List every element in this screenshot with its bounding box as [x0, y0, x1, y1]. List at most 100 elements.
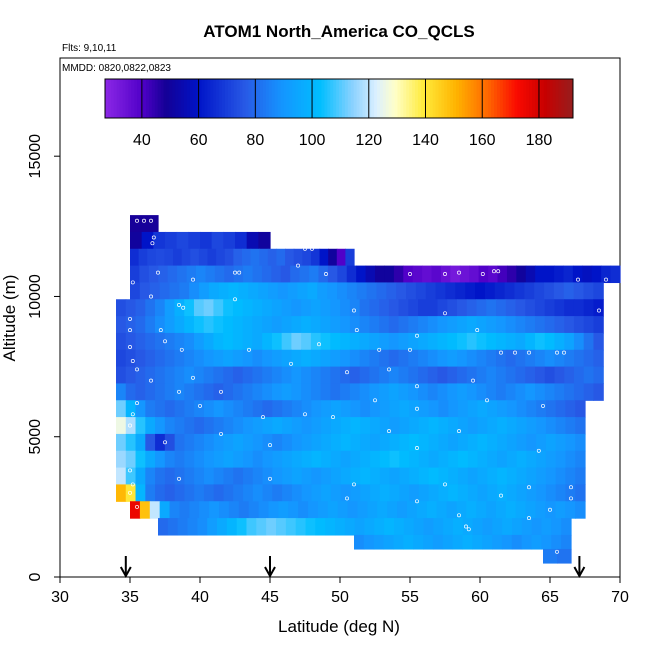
- heatmap-cell: [194, 484, 205, 502]
- heatmap-cell: [379, 349, 390, 368]
- heatmap-cell: [466, 299, 478, 317]
- heatmap-cell: [153, 231, 166, 250]
- heatmap-cell: [299, 265, 310, 284]
- heatmap-cell: [398, 316, 409, 334]
- colorbar-tick-label: 180: [526, 132, 553, 149]
- colorbar-segment: [537, 79, 542, 118]
- heatmap-cell: [436, 501, 448, 519]
- colorbar-segment: [178, 79, 182, 118]
- x-tick-label: 60: [471, 589, 489, 606]
- heatmap-cell: [297, 282, 309, 300]
- heatmap-cell: [593, 299, 604, 317]
- heatmap-cell: [412, 265, 423, 284]
- heatmap-cell: [155, 400, 166, 418]
- heatmap-cell: [448, 467, 459, 486]
- heatmap-cell: [573, 332, 585, 351]
- sample-point: [480, 272, 485, 276]
- colorbar-segment: [385, 79, 390, 118]
- heatmap-cell: [203, 433, 215, 452]
- colorbar-segment: [277, 79, 281, 118]
- heatmap-cell: [213, 433, 225, 452]
- colorbar-segment: [148, 79, 153, 118]
- colorbar-segment: [137, 79, 141, 118]
- heatmap-cell: [116, 450, 127, 469]
- heatmap-cell: [213, 299, 224, 317]
- colorbar-segment: [438, 79, 442, 118]
- heatmap-cell: [281, 366, 292, 385]
- heatmap-cell: [535, 265, 546, 284]
- heatmap-cell: [496, 383, 507, 401]
- heatmap-cell: [285, 518, 297, 536]
- heatmap-cell: [370, 450, 381, 469]
- colorbar-segment: [309, 79, 314, 118]
- heatmap-cell: [203, 400, 215, 418]
- heatmap-cell: [125, 450, 137, 469]
- heatmap-cell: [497, 467, 508, 486]
- heatmap-cell: [135, 349, 146, 368]
- heatmap-cell: [457, 383, 468, 401]
- sample-point: [389, 249, 394, 254]
- colorbar-segment: [183, 79, 188, 118]
- heatmap-cell: [565, 433, 576, 452]
- heatmap-cell: [349, 366, 361, 385]
- heatmap-cell: [399, 484, 410, 502]
- heatmap-cell: [203, 299, 215, 317]
- heatmap-cell: [295, 518, 307, 536]
- heatmap-cell: [125, 467, 137, 486]
- heatmap-cell: [486, 349, 497, 368]
- heatmap-cell: [291, 450, 303, 469]
- heatmap-cell: [349, 332, 361, 351]
- heatmap-cell: [125, 366, 137, 385]
- heatmap-cell: [457, 299, 468, 317]
- sample-point: [464, 524, 468, 529]
- heatmap-cell: [318, 265, 329, 284]
- heatmap-cell: [418, 366, 429, 385]
- colorbar-segment: [327, 79, 331, 118]
- sample-point: [303, 412, 307, 417]
- colorbar-segment: [330, 79, 334, 118]
- heatmap-cell: [310, 332, 322, 351]
- heatmap-cell: [310, 349, 322, 368]
- heatmap-cell: [477, 484, 488, 502]
- heatmap-cell: [525, 501, 537, 519]
- colorbar-segment: [198, 79, 203, 118]
- heatmap-cell: [272, 417, 283, 435]
- colorbar-segment: [145, 79, 150, 118]
- sample-point: [310, 246, 314, 251]
- heatmap-cell: [418, 332, 429, 351]
- heatmap-cell: [515, 349, 526, 368]
- heatmap-cell: [354, 534, 365, 550]
- heatmap-cell: [418, 349, 429, 368]
- heatmap-cell: [369, 299, 380, 317]
- heatmap-cell: [187, 518, 198, 536]
- sample-point: [485, 398, 489, 403]
- heatmap-cell: [174, 433, 185, 452]
- heatmap-cell: [384, 518, 395, 536]
- heatmap-cell: [466, 366, 478, 385]
- heatmap-cell: [563, 282, 575, 300]
- heatmap-cell: [457, 417, 469, 435]
- heatmap-cell: [478, 265, 489, 284]
- heatmap-cell: [216, 248, 226, 267]
- heatmap-cell: [282, 484, 293, 502]
- heatmap-cell: [195, 265, 206, 284]
- heatmap-cell: [496, 366, 507, 385]
- down-arrow-icon: [264, 556, 276, 579]
- heatmap-cell: [223, 349, 234, 368]
- heatmap-cell: [377, 501, 388, 519]
- heatmap-cell: [445, 282, 456, 300]
- heatmap-cell: [266, 518, 277, 536]
- heatmap-cell: [340, 349, 351, 368]
- heatmap-cell: [301, 417, 313, 435]
- heatmap-cell: [223, 433, 234, 452]
- heatmap-cell: [512, 518, 523, 536]
- heatmap-cell: [203, 383, 215, 401]
- heatmap-cell: [536, 417, 547, 435]
- heatmap-cell: [554, 299, 565, 317]
- heatmap-cell: [408, 299, 419, 317]
- colorbar-segment: [113, 79, 118, 118]
- colorbar-segment: [485, 79, 489, 118]
- sample-point: [415, 333, 419, 338]
- sample-points: [128, 218, 608, 554]
- heatmap-cell: [223, 417, 234, 435]
